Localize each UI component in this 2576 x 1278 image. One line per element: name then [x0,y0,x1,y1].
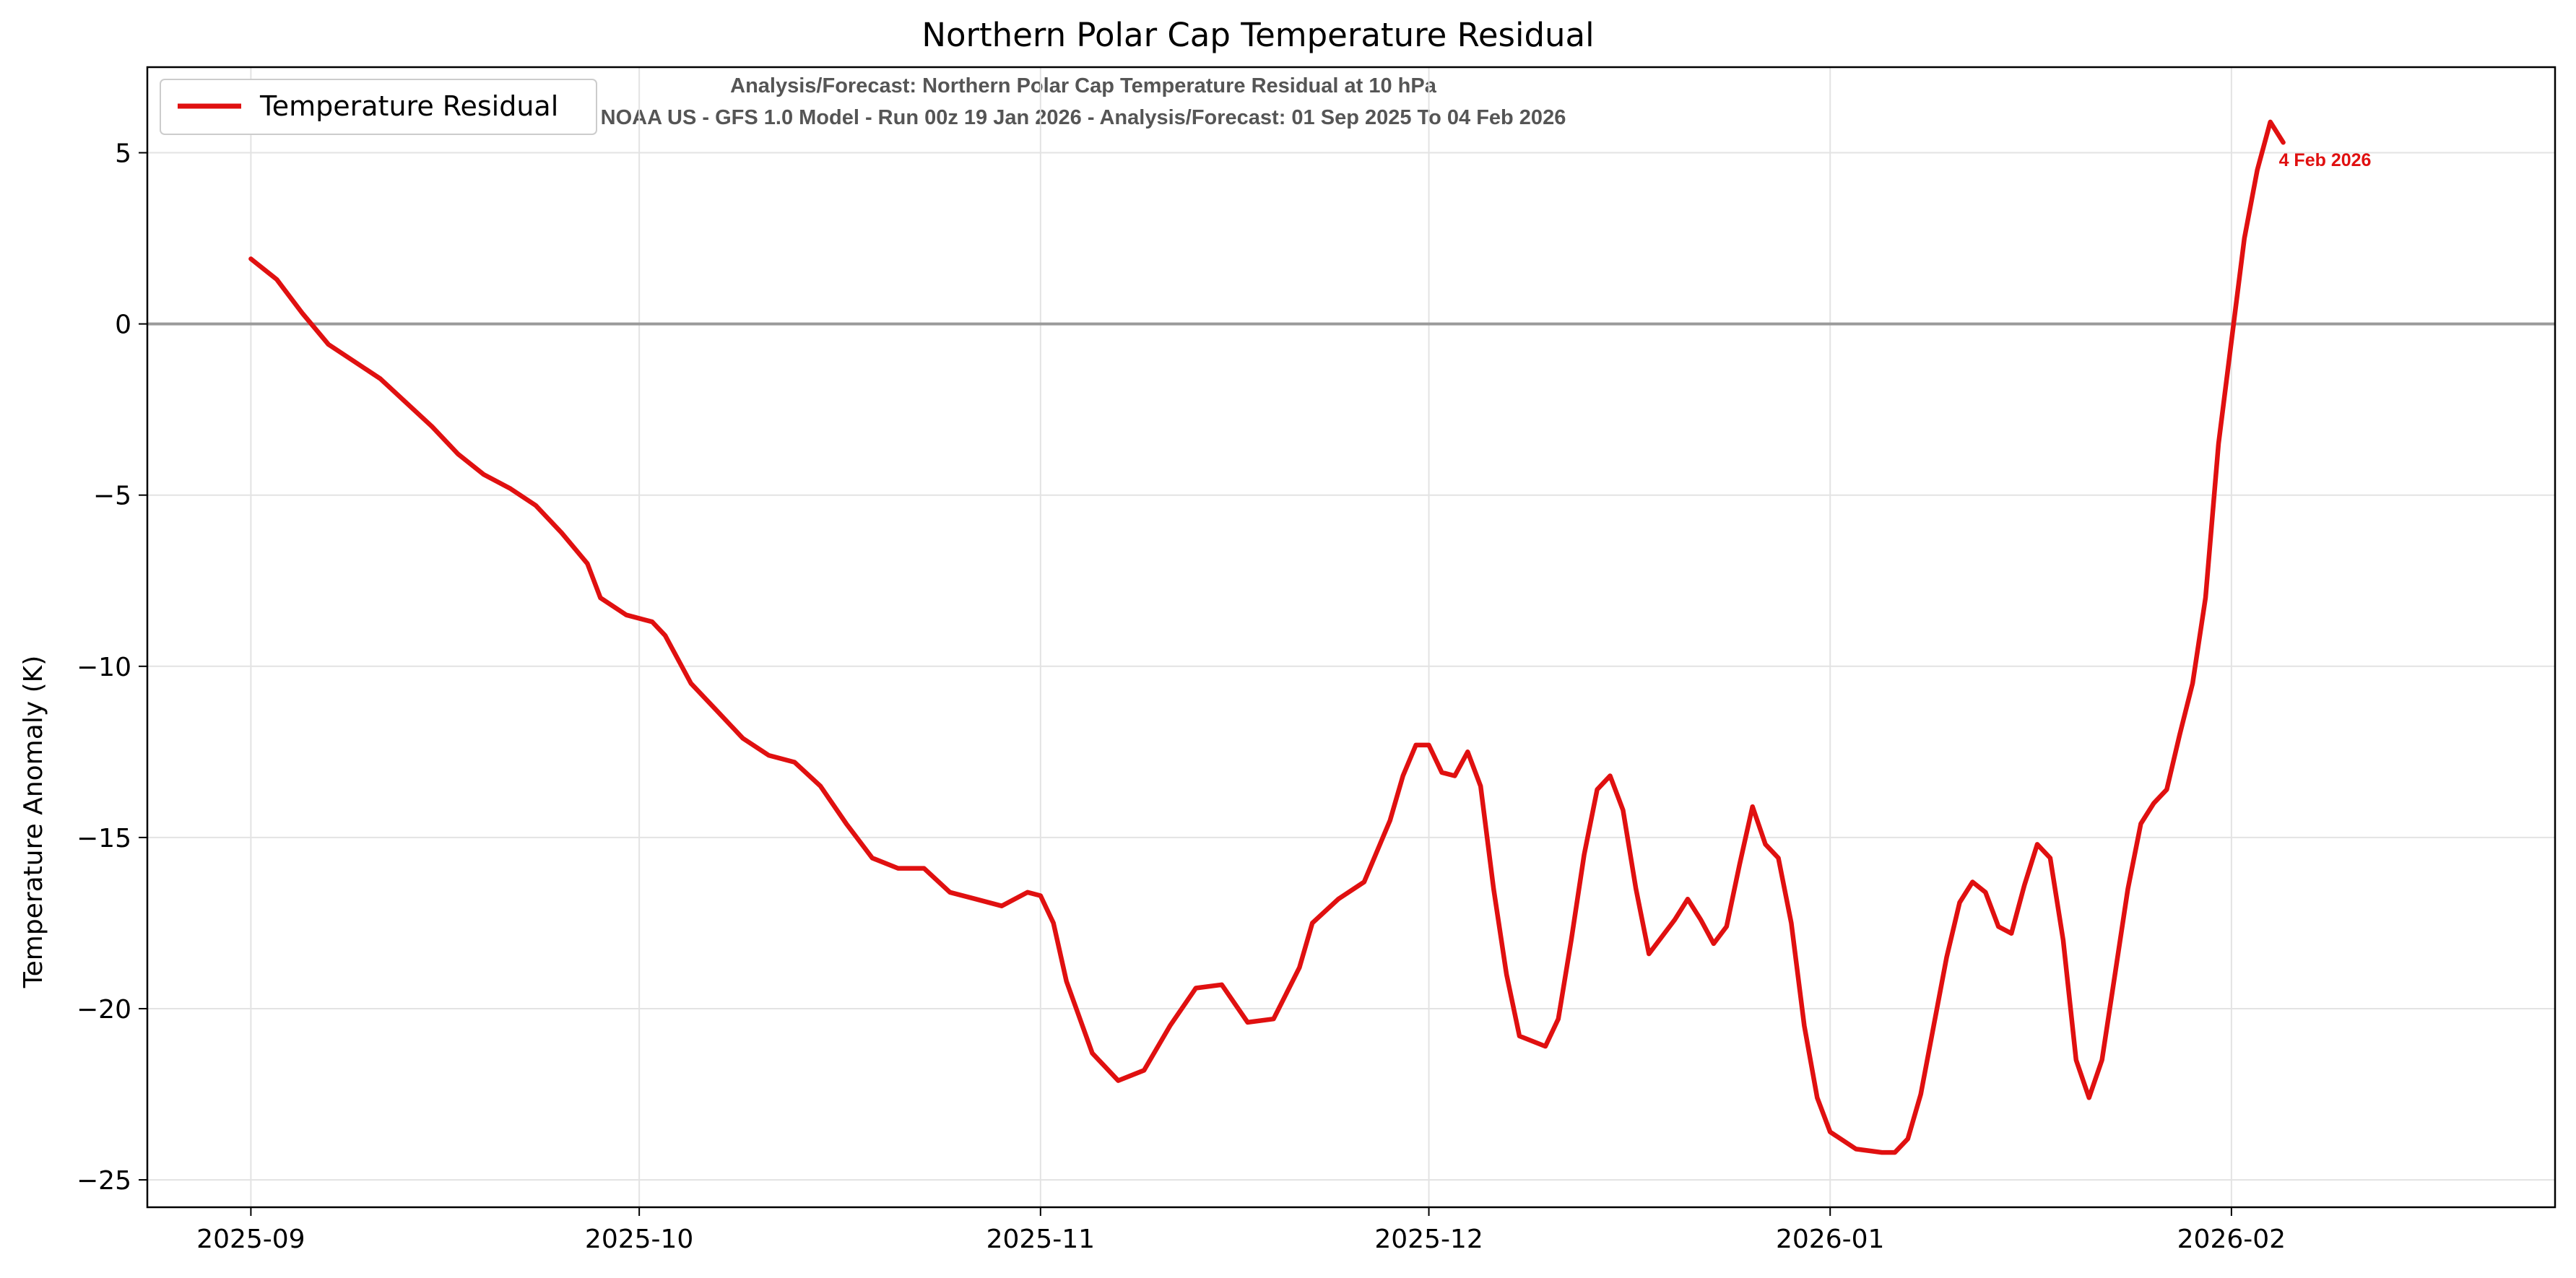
tick-layer: 2025-09 2025-10 2025-11 2025-12 2026-01 2026-… [77,139,2286,1254]
y-tick-label: −20 [77,995,131,1025]
x-tick-label: 2025-09 [196,1225,305,1254]
end-date-label: 4 Feb 2026 [2279,150,2372,170]
subtitle-line-2: NOAA US - GFS 1.0 Model - Run 00z 19 Jan… [601,106,1566,129]
x-tick-label: 2025-10 [585,1225,693,1254]
y-tick-label: −25 [77,1166,131,1196]
legend: Temperature Residual [160,79,597,135]
plot-frame [146,66,2557,1209]
y-tick-label: −15 [77,824,131,853]
y-tick-label: −10 [77,653,131,682]
series-line-temperature-residual [248,119,2286,1155]
series-layer [248,119,2286,1155]
y-tick-label: −5 [93,482,131,511]
legend-label: Temperature Residual [259,90,558,122]
axes-layer [146,66,2557,1209]
chart-title: Northern Polar Cap Temperature Residual [921,16,1594,54]
y-axis-label: Temperature Anomaly (K) [19,656,48,989]
subtitle-line-1: Analysis/Forecast: Northern Polar Cap Te… [730,74,1437,97]
x-tick-label: 2026-01 [1776,1225,1884,1254]
legend-box [160,79,597,135]
x-tick-label: 2026-02 [2177,1225,2286,1254]
annotation-layer: 4 Feb 2026 [2279,150,2372,170]
x-tick-label: 2025-11 [986,1225,1095,1254]
x-tick-label: 2025-12 [1374,1225,1483,1254]
grid-layer [147,67,2555,1207]
y-tick-label: 0 [115,310,131,340]
y-tick-label: 5 [115,139,131,169]
